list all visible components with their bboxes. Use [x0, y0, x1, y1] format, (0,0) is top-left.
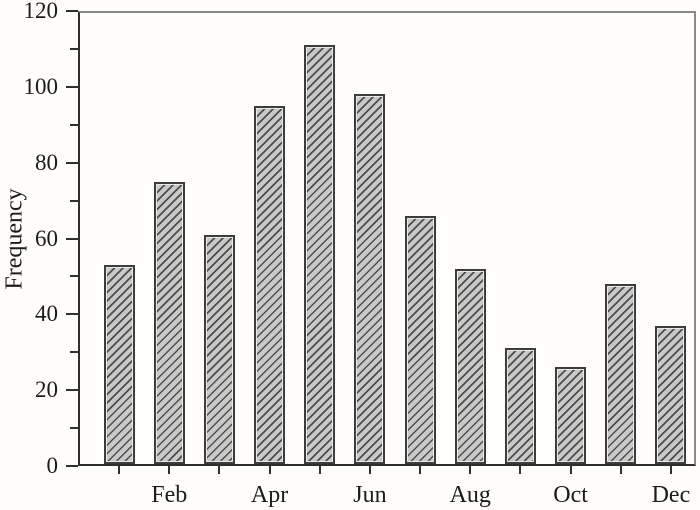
y-major-tick: [66, 10, 78, 12]
x-tick-label: Jun: [353, 482, 387, 508]
bar: [605, 284, 637, 464]
y-major-tick: [66, 85, 78, 88]
bar: [203, 234, 235, 464]
plot-area: [78, 11, 696, 466]
x-tick: [569, 466, 572, 474]
y-minor-tick: [70, 427, 78, 430]
bar: [504, 348, 536, 464]
y-minor-tick: [70, 123, 78, 126]
x-tick: [519, 466, 522, 474]
x-tick: [469, 466, 472, 474]
y-major-tick: [66, 237, 78, 240]
x-tick-label: Oct: [553, 482, 588, 508]
y-major-tick: [66, 389, 78, 392]
y-tick-label: 0: [46, 453, 59, 478]
bar: [404, 215, 436, 464]
x-tick: [118, 466, 121, 474]
x-tick-label: Apr: [250, 482, 289, 508]
x-tick: [669, 466, 672, 474]
x-tick: [368, 466, 371, 474]
x-tick: [318, 466, 321, 474]
y-minor-tick: [70, 199, 78, 202]
y-tick-label: 60: [35, 225, 58, 251]
y-major-tick: [66, 465, 78, 467]
bar: [254, 105, 286, 464]
y-minor-tick: [70, 47, 78, 50]
y-tick-label: 20: [35, 377, 58, 403]
x-tick-label: Aug: [449, 482, 491, 508]
x-tick: [268, 466, 271, 474]
y-tick-label: 40: [35, 301, 58, 327]
x-tick: [619, 466, 622, 474]
bar: [304, 45, 336, 464]
y-tick-label: 80: [35, 149, 58, 175]
bar: [354, 94, 386, 464]
x-tick: [419, 466, 422, 474]
x-tick-label: Dec: [651, 482, 691, 508]
y-minor-tick: [70, 351, 78, 354]
y-tick-label: 120: [23, 0, 59, 23]
bar: [103, 265, 135, 464]
y-tick-label: 100: [23, 73, 59, 99]
y-minor-tick: [70, 275, 78, 278]
x-tick-label: Feb: [151, 482, 188, 508]
bar: [655, 325, 687, 464]
y-major-tick: [66, 161, 78, 164]
bar: [555, 367, 587, 464]
y-major-tick: [66, 313, 78, 316]
x-tick: [168, 466, 171, 474]
bar: [153, 181, 185, 464]
bar: [454, 268, 486, 464]
x-tick: [218, 466, 221, 474]
